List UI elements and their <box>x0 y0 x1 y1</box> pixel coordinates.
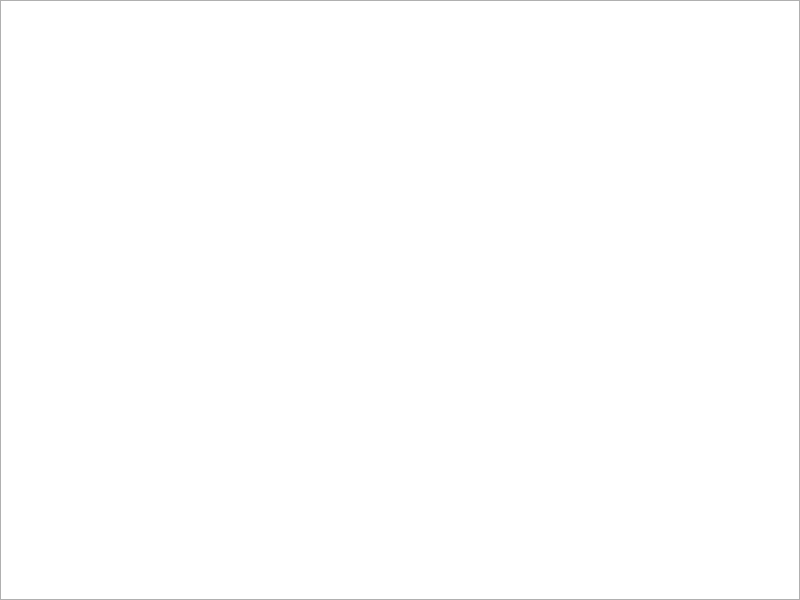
macd-panel-title <box>6 375 16 387</box>
rsi-panel-title <box>6 491 11 503</box>
chart-title <box>6 4 12 16</box>
